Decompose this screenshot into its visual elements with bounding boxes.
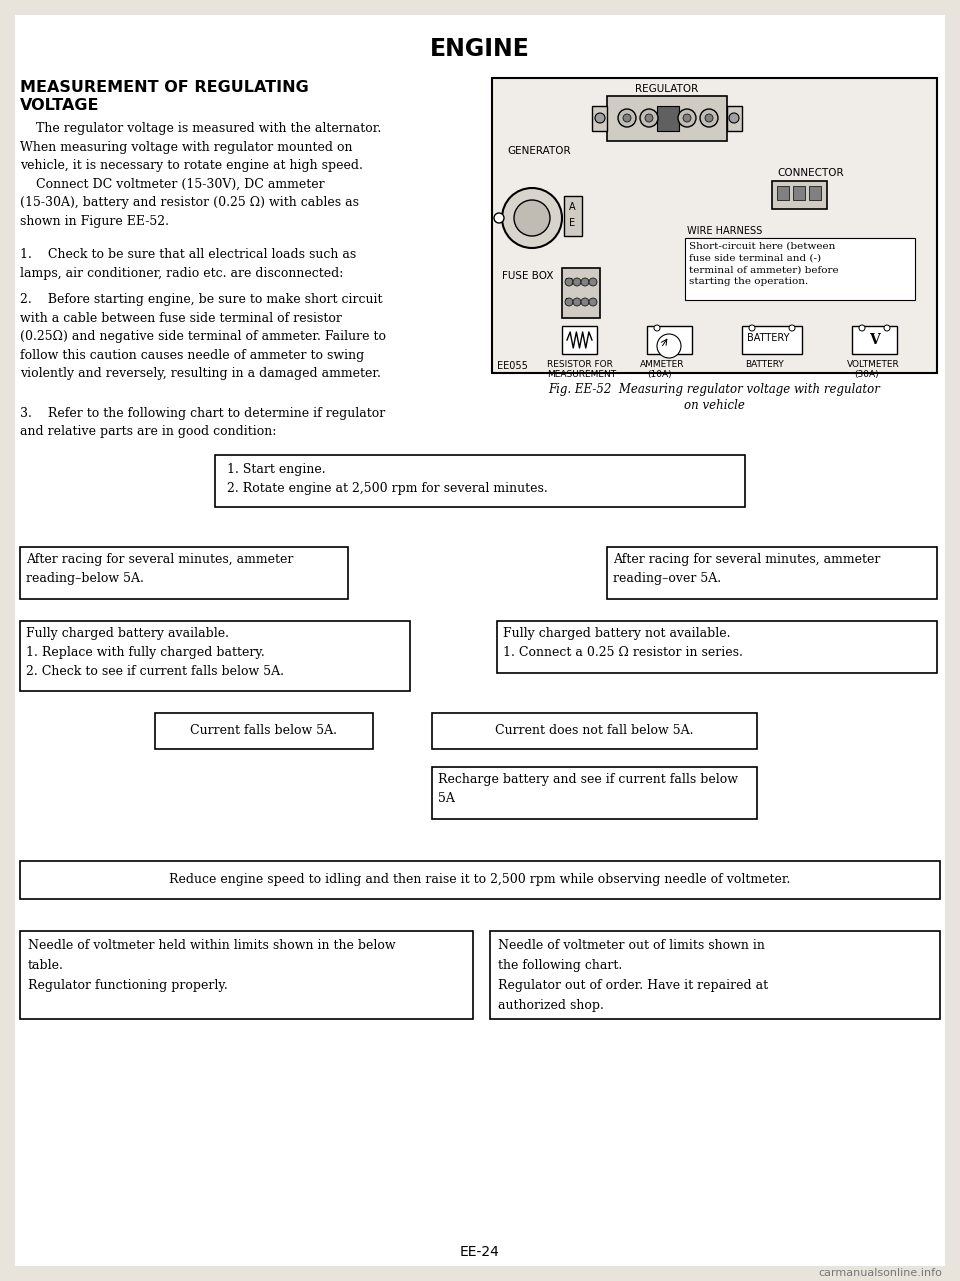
Text: Current does not fall below 5A.: Current does not fall below 5A. [494,725,693,738]
Text: CONNECTOR: CONNECTOR [777,168,844,178]
Circle shape [749,325,755,330]
FancyBboxPatch shape [592,106,607,131]
Text: The regulator voltage is measured with the alternator.
When measuring voltage wi: The regulator voltage is measured with t… [20,122,381,228]
FancyBboxPatch shape [607,547,937,600]
Circle shape [884,325,890,330]
FancyBboxPatch shape [742,325,802,354]
FancyBboxPatch shape [20,621,410,690]
Text: Current falls below 5A.: Current falls below 5A. [190,725,338,738]
Text: FUSE BOX: FUSE BOX [502,272,554,281]
Text: After racing for several minutes, ammeter
reading–over 5A.: After racing for several minutes, ammete… [613,553,880,585]
Text: E: E [569,218,575,228]
Text: Needle of voltmeter out of limits shown in
the following chart.
Regulator out of: Needle of voltmeter out of limits shown … [498,939,768,1012]
Text: 1. Start engine.
2. Rotate engine at 2,500 rpm for several minutes.: 1. Start engine. 2. Rotate engine at 2,5… [227,462,548,494]
Text: Recharge battery and see if current falls below
5A: Recharge battery and see if current fall… [438,772,738,804]
Text: B: B [564,298,570,307]
Text: RESISTOR FOR: RESISTOR FOR [547,360,612,369]
Circle shape [589,278,597,286]
Text: 2.    Before starting engine, be sure to make short circuit
with a cable between: 2. Before starting engine, be sure to ma… [20,293,386,380]
Text: Needle of voltmeter held within limits shown in the below
table.
Regulator funct: Needle of voltmeter held within limits s… [28,939,396,991]
Text: Fully charged battery not available.
1. Connect a 0.25 Ω resistor in series.: Fully charged battery not available. 1. … [503,626,743,658]
Circle shape [683,114,691,122]
Circle shape [623,114,631,122]
Text: on vehicle: on vehicle [684,398,744,412]
FancyBboxPatch shape [793,186,805,200]
Circle shape [573,278,581,286]
Circle shape [565,298,573,306]
Text: Reduce engine speed to idling and then raise it to 2,500 rpm while observing nee: Reduce engine speed to idling and then r… [169,874,791,886]
Text: WIRE HARNESS: WIRE HARNESS [687,225,762,236]
FancyBboxPatch shape [432,767,757,819]
FancyBboxPatch shape [772,181,827,209]
FancyBboxPatch shape [685,238,915,300]
Circle shape [589,298,597,306]
Circle shape [645,114,653,122]
Text: Short-circuit here (between
fuse side terminal and (-)
terminal of ammeter) befo: Short-circuit here (between fuse side te… [689,242,839,287]
Circle shape [494,213,504,223]
Circle shape [502,188,562,249]
Circle shape [581,278,589,286]
Text: carmanualsonline.info: carmanualsonline.info [818,1268,942,1278]
Text: BATTERY: BATTERY [745,360,783,369]
Circle shape [789,325,795,330]
Circle shape [859,325,865,330]
Circle shape [618,109,636,127]
Circle shape [729,113,739,123]
FancyBboxPatch shape [490,931,940,1018]
FancyBboxPatch shape [809,186,821,200]
FancyBboxPatch shape [852,325,897,354]
Text: (30A): (30A) [854,370,878,379]
Text: MEASUREMENT OF REGULATING: MEASUREMENT OF REGULATING [20,79,309,95]
Text: A: A [569,202,576,211]
Circle shape [657,334,681,357]
Text: 3.    Refer to the following chart to determine if regulator
and relative parts : 3. Refer to the following chart to deter… [20,407,385,438]
Text: (10A): (10A) [647,370,672,379]
Circle shape [565,278,573,286]
FancyBboxPatch shape [657,106,679,131]
FancyBboxPatch shape [564,196,582,236]
Text: EE055: EE055 [497,361,528,371]
Text: ENGINE: ENGINE [430,37,530,61]
Circle shape [514,200,550,236]
Text: Fully charged battery available.
1. Replace with fully charged battery.
2. Check: Fully charged battery available. 1. Repl… [26,626,284,678]
FancyBboxPatch shape [155,714,373,749]
FancyBboxPatch shape [20,931,473,1018]
FancyBboxPatch shape [607,96,727,141]
FancyBboxPatch shape [727,106,742,131]
Text: GENERATOR: GENERATOR [507,146,570,156]
Text: V: V [869,333,879,347]
FancyBboxPatch shape [562,268,600,318]
Text: EE-24: EE-24 [460,1245,500,1259]
FancyBboxPatch shape [497,621,937,673]
Circle shape [573,298,581,306]
FancyBboxPatch shape [562,325,597,354]
Circle shape [705,114,713,122]
Text: AMMETER: AMMETER [640,360,684,369]
FancyBboxPatch shape [15,15,945,1266]
Text: VOLTAGE: VOLTAGE [20,99,100,113]
FancyBboxPatch shape [647,325,692,354]
FancyBboxPatch shape [215,455,745,507]
FancyBboxPatch shape [20,861,940,899]
Text: REGULATOR: REGULATOR [636,85,699,94]
Circle shape [581,298,589,306]
Circle shape [595,113,605,123]
Circle shape [654,325,660,330]
FancyBboxPatch shape [777,186,789,200]
FancyBboxPatch shape [432,714,757,749]
Circle shape [700,109,718,127]
Text: MEASUREMENT: MEASUREMENT [547,370,616,379]
Circle shape [678,109,696,127]
Text: VOLTMETER: VOLTMETER [847,360,900,369]
Circle shape [640,109,658,127]
FancyBboxPatch shape [492,78,937,373]
Text: After racing for several minutes, ammeter
reading–below 5A.: After racing for several minutes, ammete… [26,553,294,585]
Text: 1.    Check to be sure that all electrical loads such as
lamps, air conditioner,: 1. Check to be sure that all electrical … [20,249,356,279]
Text: IG: IG [564,278,574,287]
FancyBboxPatch shape [20,547,348,600]
Text: Fig. EE-52  Measuring regulator voltage with regulator: Fig. EE-52 Measuring regulator voltage w… [548,383,880,396]
Text: BATTERY: BATTERY [747,333,789,343]
